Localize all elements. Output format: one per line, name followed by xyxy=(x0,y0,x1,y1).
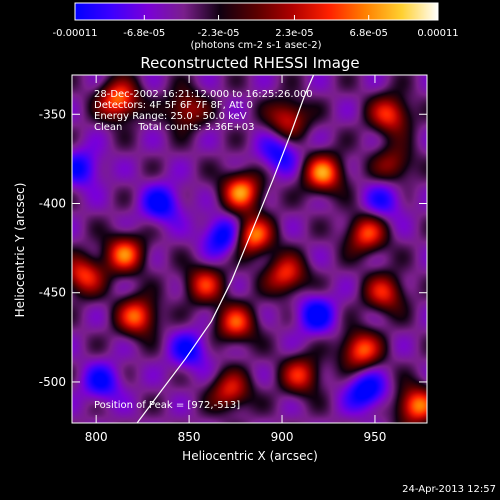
colorbar-tick-label: 0.00011 xyxy=(417,28,458,39)
x-tick-label: 800 xyxy=(85,430,108,444)
x-tick-label: 950 xyxy=(364,430,387,444)
colorbar-units-label: (photons cm-2 s-1 asec-2) xyxy=(190,40,321,51)
colorbar: -0.00011 -6.8e-05 -2.3e-05 2.3e-05 6.8e-05 0.… xyxy=(53,2,459,51)
plot-frame xyxy=(71,74,428,424)
annotation-energy-range: Energy Range: 25.0 - 50.0 keV xyxy=(94,111,247,122)
plot-title: Reconstructed RHESSI Image xyxy=(140,54,359,72)
colorbar-tick-label: 6.8e-05 xyxy=(350,28,388,39)
y-axis-label: Heliocentric Y (arcsec) xyxy=(13,183,27,318)
solar-limb-curve xyxy=(136,75,315,423)
colorbar-ticks: -0.00011 -6.8e-05 -2.3e-05 2.3e-05 6.8e-05 0.… xyxy=(53,15,459,39)
annotation-clean-counts: Clean Total counts: 3.36E+03 xyxy=(94,122,254,133)
x-tick-label: 900 xyxy=(271,430,294,444)
annotation-detectors: Detectors: 4F 5F 6F 7F 8F, Att 0 xyxy=(94,100,253,111)
y-tick-label: -400 xyxy=(39,196,66,210)
colorbar-tick-label: -6.8e-05 xyxy=(123,28,165,39)
y-tick-label: -500 xyxy=(39,375,66,389)
annotation-block: 28-Dec-2002 16:21:12.000 to 16:25:26.000… xyxy=(94,89,313,411)
y-tick-label: -350 xyxy=(39,107,66,121)
heatmap-image xyxy=(72,75,427,423)
annotation-time-range: 28-Dec-2002 16:21:12.000 to 16:25:26.000 xyxy=(94,89,313,100)
annotation-peak-position: Position of Peak = [972,-513] xyxy=(94,400,240,411)
y-tick-label: -450 xyxy=(39,286,66,300)
x-axis-ticks: 800 850 900 950 xyxy=(85,75,387,444)
y-axis-ticks: -350 -400 -450 -500 xyxy=(39,107,427,389)
date-stamp: 24-Apr-2013 12:57 xyxy=(402,484,496,495)
colorbar-tick-label: -2.3e-05 xyxy=(198,28,240,39)
x-tick-label: 850 xyxy=(178,430,201,444)
colorbar-tick-label: -0.00011 xyxy=(53,28,98,39)
x-axis-label: Heliocentric X (arcsec) xyxy=(182,449,318,463)
colorbar-tick-label: 2.3e-05 xyxy=(275,28,313,39)
colorbar-gradient xyxy=(74,2,439,21)
